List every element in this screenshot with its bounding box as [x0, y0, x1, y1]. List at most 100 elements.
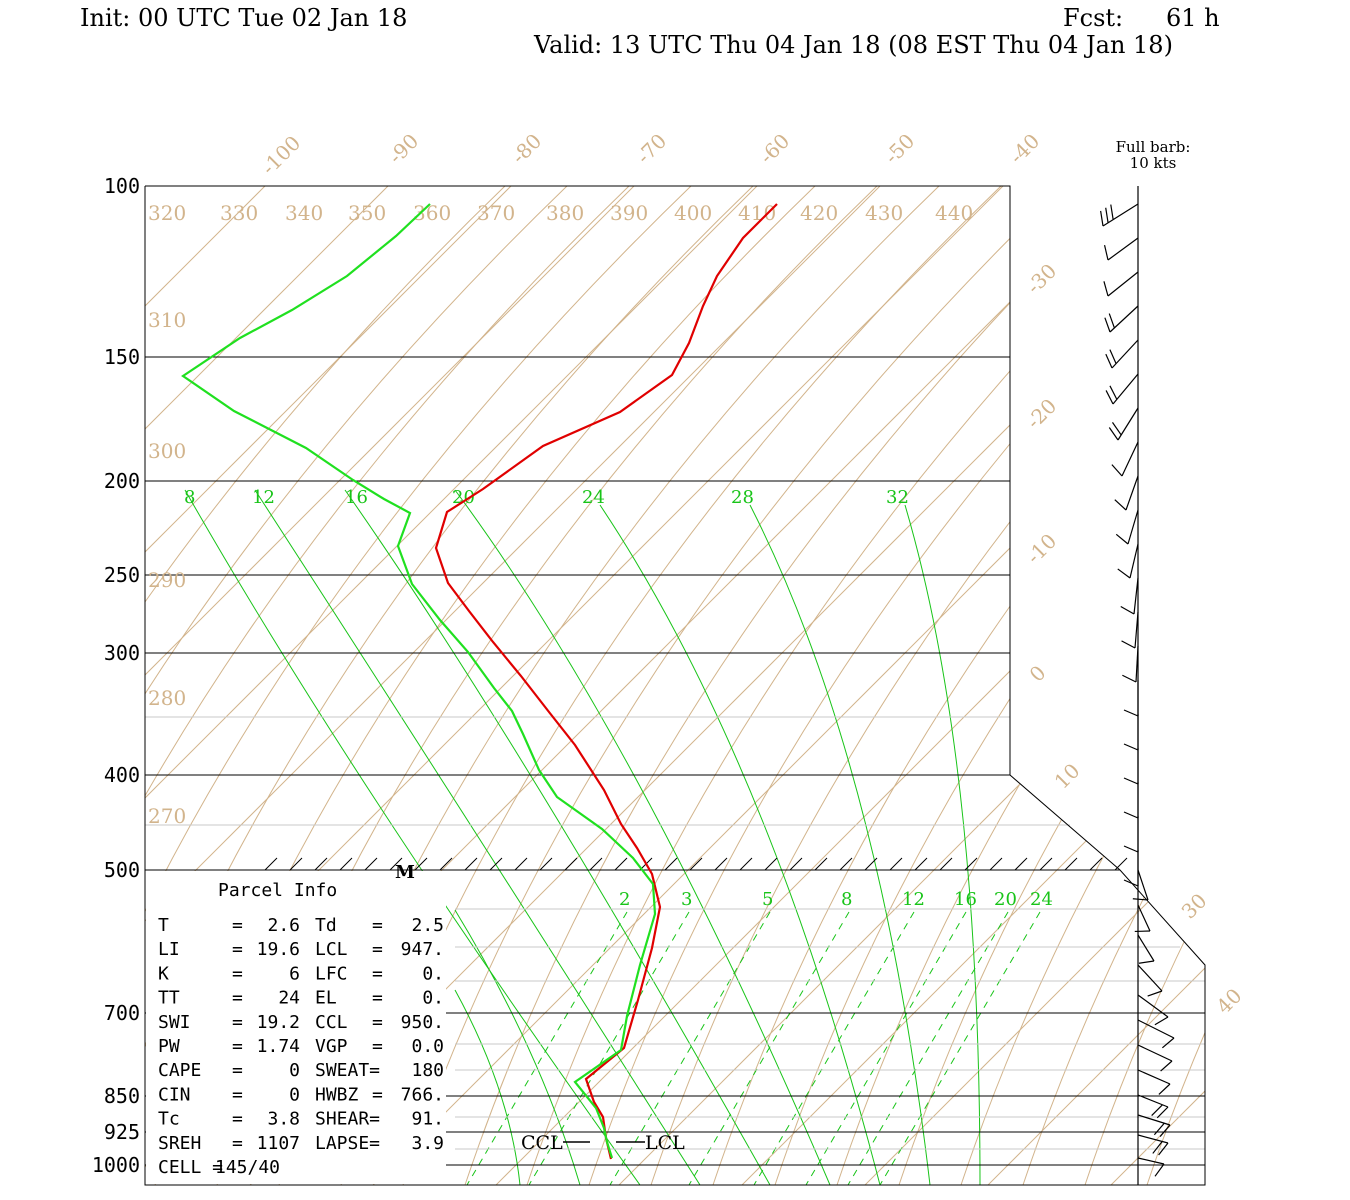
mixing-ratio-dashed-line	[753, 911, 915, 1185]
hatch-mark	[364, 857, 378, 871]
barb-flag	[1154, 1163, 1165, 1177]
barb-staff	[1107, 271, 1139, 297]
isotherm-label: -40	[1005, 129, 1045, 169]
ccl-marker-label: CCL	[521, 1132, 563, 1154]
isotherm-label: -100	[257, 131, 306, 180]
barb-flag	[1159, 1124, 1171, 1137]
theta-e-label: 350	[348, 201, 386, 225]
hatch-mark	[689, 857, 703, 871]
hatch-mark	[889, 857, 903, 871]
theta-e-line	[145, 186, 568, 1185]
pressure-label-200: 200	[104, 469, 140, 493]
barb-staff	[1133, 577, 1139, 615]
wind-barb	[1137, 1094, 1169, 1119]
theta-e-line	[1271, 186, 1350, 1185]
wind-barb	[1120, 577, 1139, 615]
hatch-mark	[614, 857, 628, 871]
theta-e-label: 360	[413, 201, 451, 225]
parcel-info-box	[146, 871, 446, 1184]
m-marker: M	[395, 862, 415, 883]
theta-e-line	[1333, 186, 1350, 1185]
wind-barb	[1123, 782, 1139, 819]
isotherm-label: 40	[1212, 984, 1247, 1019]
theta-e-line	[1022, 186, 1205, 1185]
theta-e-line	[145, 186, 630, 1185]
mixing-ratio-dashed-line	[466, 911, 628, 1185]
mixing-ratio-label: 12	[252, 487, 275, 508]
parcel-info-value: 1107	[257, 1133, 300, 1154]
barb-staff	[1135, 645, 1139, 683]
theta-e-label: 280	[148, 686, 186, 710]
parcel-info-value: 950.	[401, 1012, 444, 1033]
barb-flag	[1123, 845, 1139, 853]
theta-e-label: 270	[148, 804, 186, 828]
wind-barb	[1137, 1044, 1173, 1072]
theta-e-label: 330	[220, 201, 258, 225]
parcel-info-label: SWEAT=	[315, 1060, 380, 1081]
parcel-info-label: PW	[158, 1036, 180, 1057]
isotherm-label: -30	[1022, 259, 1062, 299]
moist-adiabat-line	[599, 504, 881, 1185]
hatch-mark	[814, 857, 828, 871]
parcel-info-value: 0	[289, 1084, 300, 1105]
wind-barb	[1123, 816, 1139, 853]
wind-barb	[1108, 407, 1139, 441]
hatch-marks	[264, 857, 1128, 871]
parcel-info-label: HWBZ	[315, 1084, 359, 1105]
barb-flag	[1160, 1060, 1173, 1072]
theta-e-label: 440	[935, 201, 973, 225]
theta-e-label: 310	[148, 308, 186, 332]
theta-e-label: 380	[546, 201, 584, 225]
parcel-info-value: 0	[289, 1060, 300, 1081]
isotherm-line	[145, 186, 635, 1185]
parcel-info-value: 0.0	[411, 1036, 444, 1057]
theta-e-line	[712, 186, 1205, 1185]
isotherm-label: -70	[632, 129, 672, 169]
parcel-info-value: 2.6	[267, 915, 300, 936]
wind-barb	[1137, 1114, 1171, 1137]
isotherm-label: -80	[507, 129, 547, 169]
wind-barb	[1137, 964, 1163, 997]
theta-e-label: 420	[800, 201, 838, 225]
hatch-mark	[764, 857, 778, 871]
parcel-info-eq: =	[232, 915, 243, 936]
parcel-info-value: 2.5	[411, 915, 444, 936]
moist-adiabat-line	[184, 489, 641, 1185]
barb-staff	[1127, 509, 1139, 545]
wind-barb	[1137, 934, 1155, 964]
wind-barb	[1123, 748, 1139, 785]
wind-barb	[1123, 850, 1139, 887]
pressure-label-500: 500	[104, 858, 140, 882]
wind-barb	[1105, 339, 1139, 369]
hatch-mark	[264, 857, 278, 871]
theta-e-label: 320	[148, 201, 186, 225]
hatch-mark	[864, 857, 878, 871]
parcel-info-value: 0.	[422, 988, 444, 1009]
barb-staff	[1107, 237, 1139, 261]
hatch-mark	[489, 857, 503, 871]
parcel-info-value: 24	[278, 988, 300, 1009]
parcel-info-value: 19.2	[257, 1012, 300, 1033]
hatch-mark	[989, 857, 1003, 871]
hatch-mark	[439, 857, 453, 871]
mixing-ratio-dashed-line	[847, 911, 1009, 1185]
parcel-info-eq: =	[372, 915, 383, 936]
hatch-mark	[464, 857, 478, 871]
pressure-label-400: 400	[104, 763, 140, 787]
parcel-info-label: CIN	[158, 1084, 191, 1105]
theta-e-line	[1209, 186, 1350, 1185]
mixing-ratio-dashed-line	[879, 911, 1041, 1185]
barb-staff	[1129, 543, 1139, 579]
mixing-ratio-label: 24	[1030, 889, 1053, 910]
parcel-info-eq: =	[232, 1084, 243, 1105]
isotherm-label: -20	[1022, 394, 1062, 434]
parcel-info-label: Td	[315, 915, 337, 936]
isotherm-line	[1109, 186, 1205, 1185]
theta-e-label: 300	[148, 439, 186, 463]
wind-barb	[1123, 714, 1139, 751]
wind-barb	[1103, 237, 1139, 261]
pressure-labels: 100 150 200 250 300 400 500 700 850 925 1000	[92, 174, 140, 1177]
barb-staff	[1137, 1019, 1175, 1039]
barb-flag	[1103, 281, 1109, 297]
theta-e-line	[145, 186, 506, 1185]
